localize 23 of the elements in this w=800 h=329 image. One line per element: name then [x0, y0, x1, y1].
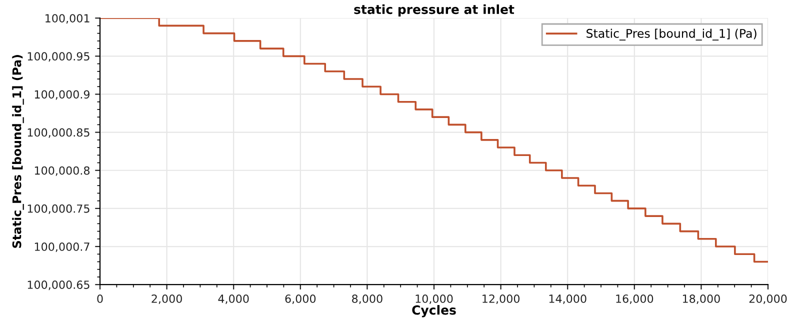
y-tick-label: 100,000.9 — [34, 90, 90, 100]
y-tick-label: 100,000.8 — [34, 166, 90, 176]
x-tick-label: 10,000 — [416, 294, 453, 304]
chart-title: static pressure at inlet — [354, 4, 514, 17]
y-tick-label: 100,000.95 — [28, 52, 90, 62]
legend-label: Static_Pres [bound_id_1] (Pa) — [586, 28, 756, 40]
y-axis-title: Static_Pres [bound_id_1] (Pa) — [12, 55, 24, 248]
y-tick-label: 100,000.75 — [28, 204, 90, 214]
x-tick-label: 12,000 — [482, 294, 520, 304]
x-tick-label: 20,000 — [749, 294, 787, 304]
x-tick-label: 6,000 — [285, 294, 316, 304]
x-tick-label: 8,000 — [352, 294, 382, 304]
y-tick-label: 100,000.7 — [34, 242, 90, 252]
y-tick-label: 100,001 — [46, 14, 90, 24]
x-tick-label: 18,000 — [682, 294, 720, 304]
y-tick-label: 100,000.65 — [28, 280, 90, 290]
x-tick-label: 14,000 — [549, 294, 586, 304]
x-tick-label: 4,000 — [218, 294, 249, 304]
x-axis-title: Cycles — [412, 305, 456, 318]
x-tick-label: 0 — [97, 294, 103, 303]
x-tick-label: 2,000 — [152, 294, 182, 304]
x-tick-label: 16,000 — [616, 294, 654, 304]
y-tick-label: 100,000.85 — [28, 128, 90, 138]
